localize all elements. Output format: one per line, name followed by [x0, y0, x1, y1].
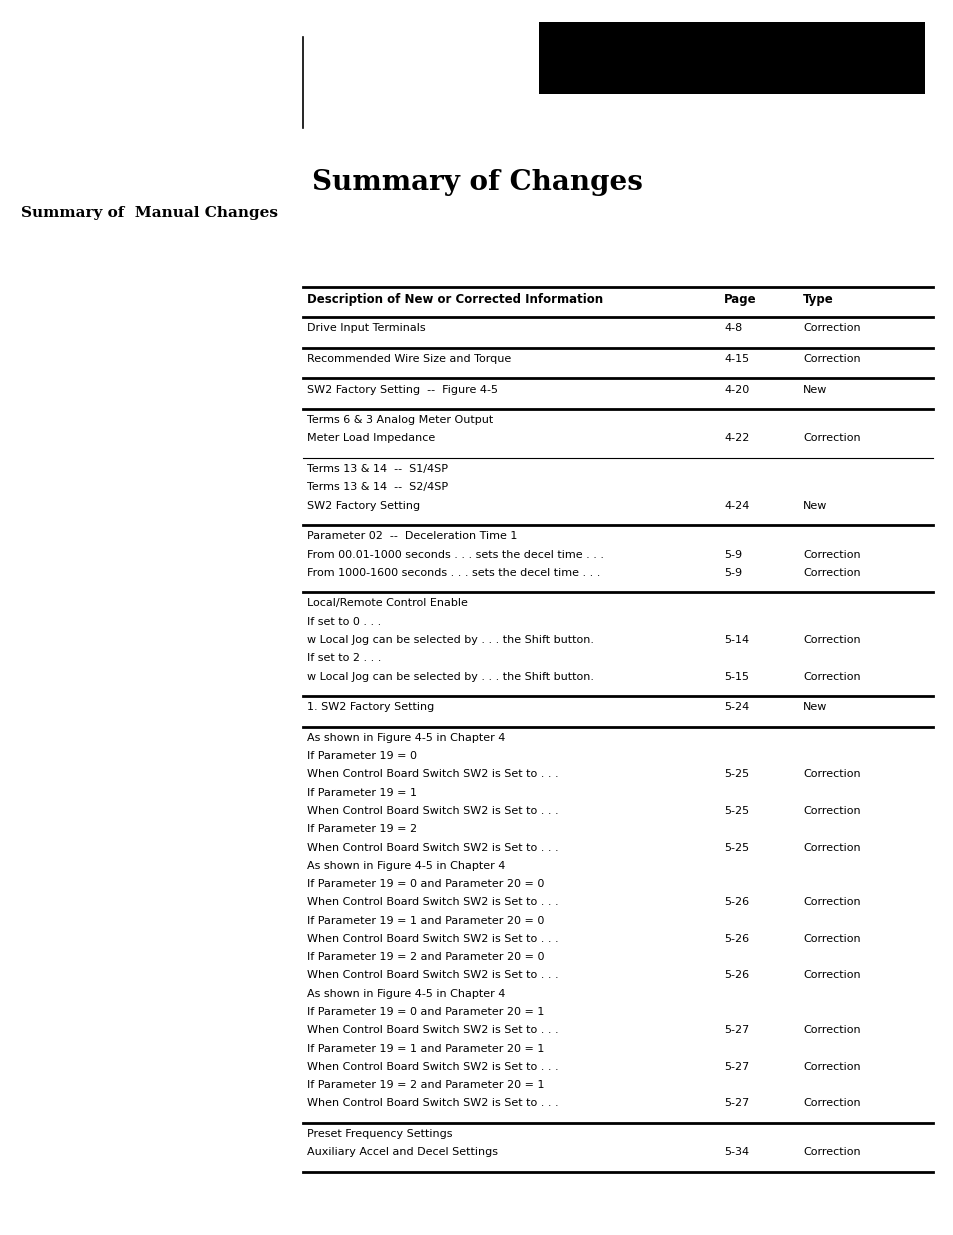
Text: 5-26: 5-26 — [723, 934, 748, 944]
Text: Correction: Correction — [802, 934, 860, 944]
Text: 5-34: 5-34 — [723, 1147, 748, 1157]
Text: 5-9: 5-9 — [723, 568, 741, 578]
Text: If Parameter 19 = 2 and Parameter 20 = 0: If Parameter 19 = 2 and Parameter 20 = 0 — [307, 952, 544, 962]
Text: When Control Board Switch SW2 is Set to . . .: When Control Board Switch SW2 is Set to … — [307, 842, 558, 852]
Text: Parameter 02  --  Deceleration Time 1: Parameter 02 -- Deceleration Time 1 — [307, 531, 517, 541]
Text: If Parameter 19 = 1 and Parameter 20 = 1: If Parameter 19 = 1 and Parameter 20 = 1 — [307, 1044, 544, 1053]
Text: Terms 13 & 14  --  S1/4SP: Terms 13 & 14 -- S1/4SP — [307, 464, 448, 474]
Text: Correction: Correction — [802, 971, 860, 981]
Text: Correction: Correction — [802, 1147, 860, 1157]
Text: SW2 Factory Setting: SW2 Factory Setting — [307, 500, 420, 510]
Text: Terms 6 & 3 Analog Meter Output: Terms 6 & 3 Analog Meter Output — [307, 415, 493, 425]
Text: Preset Frequency Settings: Preset Frequency Settings — [307, 1129, 453, 1139]
Text: Correction: Correction — [802, 842, 860, 852]
Text: When Control Board Switch SW2 is Set to . . .: When Control Board Switch SW2 is Set to … — [307, 971, 558, 981]
Text: Type: Type — [802, 293, 833, 306]
Text: 1. SW2 Factory Setting: 1. SW2 Factory Setting — [307, 703, 434, 713]
Text: w Local Jog can be selected by . . . the Shift button.: w Local Jog can be selected by . . . the… — [307, 672, 594, 682]
Text: 5-25: 5-25 — [723, 842, 748, 852]
Text: 5-25: 5-25 — [723, 769, 748, 779]
Text: Summary of Changes: Summary of Changes — [312, 169, 641, 196]
Text: If set to 0 . . .: If set to 0 . . . — [307, 616, 381, 626]
Text: Correction: Correction — [802, 354, 860, 364]
Text: When Control Board Switch SW2 is Set to . . .: When Control Board Switch SW2 is Set to … — [307, 898, 558, 908]
Text: New: New — [802, 500, 827, 510]
Text: When Control Board Switch SW2 is Set to . . .: When Control Board Switch SW2 is Set to … — [307, 1098, 558, 1108]
Text: Correction: Correction — [802, 324, 860, 333]
Text: 5-26: 5-26 — [723, 971, 748, 981]
Text: 4-20: 4-20 — [723, 384, 748, 394]
Text: 5-15: 5-15 — [723, 672, 748, 682]
Text: Page: Page — [723, 293, 756, 306]
Text: As shown in Figure 4-5 in Chapter 4: As shown in Figure 4-5 in Chapter 4 — [307, 989, 505, 999]
Text: Recommended Wire Size and Torque: Recommended Wire Size and Torque — [307, 354, 511, 364]
Text: Correction: Correction — [802, 769, 860, 779]
Text: If set to 2 . . .: If set to 2 . . . — [307, 653, 381, 663]
Text: Correction: Correction — [802, 635, 860, 645]
Text: If Parameter 19 = 2 and Parameter 20 = 1: If Parameter 19 = 2 and Parameter 20 = 1 — [307, 1081, 544, 1091]
Text: 4-24: 4-24 — [723, 500, 749, 510]
Text: Correction: Correction — [802, 1025, 860, 1035]
Text: Correction: Correction — [802, 1098, 860, 1108]
Text: New: New — [802, 703, 827, 713]
Text: Auxiliary Accel and Decel Settings: Auxiliary Accel and Decel Settings — [307, 1147, 497, 1157]
Text: If Parameter 19 = 0 and Parameter 20 = 1: If Parameter 19 = 0 and Parameter 20 = 1 — [307, 1007, 544, 1016]
Text: If Parameter 19 = 1 and Parameter 20 = 0: If Parameter 19 = 1 and Parameter 20 = 0 — [307, 915, 544, 925]
Text: Terms 13 & 14  --  S2/4SP: Terms 13 & 14 -- S2/4SP — [307, 483, 448, 493]
Text: Summary of  Manual Changes: Summary of Manual Changes — [21, 206, 277, 220]
Text: Meter Load Impedance: Meter Load Impedance — [307, 433, 435, 443]
Text: Description of New or Corrected Information: Description of New or Corrected Informat… — [307, 293, 602, 306]
Text: 5-14: 5-14 — [723, 635, 748, 645]
Text: As shown in Figure 4-5 in Chapter 4: As shown in Figure 4-5 in Chapter 4 — [307, 861, 505, 871]
Text: 5-27: 5-27 — [723, 1098, 748, 1108]
Text: 5-26: 5-26 — [723, 898, 748, 908]
Text: 5-27: 5-27 — [723, 1062, 748, 1072]
Text: 4-22: 4-22 — [723, 433, 749, 443]
Text: As shown in Figure 4-5 in Chapter 4: As shown in Figure 4-5 in Chapter 4 — [307, 732, 505, 742]
Text: When Control Board Switch SW2 is Set to . . .: When Control Board Switch SW2 is Set to … — [307, 1062, 558, 1072]
Text: 4-8: 4-8 — [723, 324, 741, 333]
Text: From 1000-1600 seconds . . . sets the decel time . . .: From 1000-1600 seconds . . . sets the de… — [307, 568, 600, 578]
Text: Local/Remote Control Enable: Local/Remote Control Enable — [307, 599, 468, 609]
Text: Correction: Correction — [802, 672, 860, 682]
Bar — [538, 22, 924, 94]
Text: SW2 Factory Setting  --  Figure 4-5: SW2 Factory Setting -- Figure 4-5 — [307, 384, 497, 394]
Text: When Control Board Switch SW2 is Set to . . .: When Control Board Switch SW2 is Set to … — [307, 934, 558, 944]
Text: 5-27: 5-27 — [723, 1025, 748, 1035]
Text: If Parameter 19 = 2: If Parameter 19 = 2 — [307, 824, 416, 834]
Text: 4-15: 4-15 — [723, 354, 748, 364]
Text: When Control Board Switch SW2 is Set to . . .: When Control Board Switch SW2 is Set to … — [307, 769, 558, 779]
Text: Correction: Correction — [802, 898, 860, 908]
Text: Correction: Correction — [802, 806, 860, 816]
Text: Correction: Correction — [802, 1062, 860, 1072]
Text: Drive Input Terminals: Drive Input Terminals — [307, 324, 425, 333]
Text: When Control Board Switch SW2 is Set to . . .: When Control Board Switch SW2 is Set to … — [307, 1025, 558, 1035]
Text: If Parameter 19 = 1: If Parameter 19 = 1 — [307, 788, 416, 798]
Text: New: New — [802, 384, 827, 394]
Text: If Parameter 19 = 0 and Parameter 20 = 0: If Parameter 19 = 0 and Parameter 20 = 0 — [307, 879, 544, 889]
Text: If Parameter 19 = 0: If Parameter 19 = 0 — [307, 751, 416, 761]
Text: 5-25: 5-25 — [723, 806, 748, 816]
Text: 5-24: 5-24 — [723, 703, 748, 713]
Text: Correction: Correction — [802, 568, 860, 578]
Text: When Control Board Switch SW2 is Set to . . .: When Control Board Switch SW2 is Set to … — [307, 806, 558, 816]
Text: Correction: Correction — [802, 433, 860, 443]
Text: From 00.01-1000 seconds . . . sets the decel time . . .: From 00.01-1000 seconds . . . sets the d… — [307, 550, 603, 559]
Text: 5-9: 5-9 — [723, 550, 741, 559]
Text: Correction: Correction — [802, 550, 860, 559]
Text: w Local Jog can be selected by . . . the Shift button.: w Local Jog can be selected by . . . the… — [307, 635, 594, 645]
